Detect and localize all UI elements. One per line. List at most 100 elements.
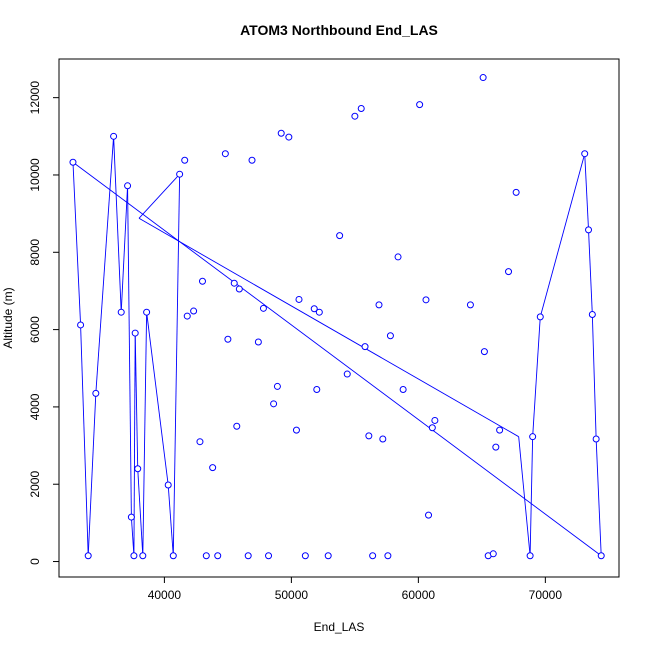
data-point xyxy=(357,104,365,112)
series-line-segment xyxy=(87,393,97,556)
series-line-segment xyxy=(584,153,589,230)
data-point xyxy=(202,552,210,560)
data-point xyxy=(277,129,285,137)
data-point xyxy=(214,552,222,560)
data-point xyxy=(77,321,85,329)
data-point xyxy=(384,552,392,560)
data-point xyxy=(310,305,318,313)
series-line-segment xyxy=(95,136,115,394)
data-point xyxy=(399,386,407,394)
data-point xyxy=(592,435,600,443)
data-point xyxy=(198,277,206,285)
data-point xyxy=(181,156,189,164)
series-line-segment xyxy=(532,316,541,437)
series-line-segment xyxy=(529,436,534,556)
x-tick-label: 40000 xyxy=(148,588,182,602)
series-line-segment xyxy=(172,174,181,556)
y-axis-label: Altitude (m) xyxy=(1,287,15,348)
series-line-segment xyxy=(127,185,132,518)
y-tick-label: 10000 xyxy=(28,158,42,192)
series-line-segment xyxy=(133,333,136,556)
series-line-segment xyxy=(80,324,89,556)
data-point xyxy=(343,370,351,378)
series-line-segment xyxy=(591,314,597,440)
data-point xyxy=(190,307,198,315)
data-point xyxy=(124,182,132,190)
data-point xyxy=(315,308,323,316)
data-point xyxy=(588,311,596,319)
y-tick-label: 4000 xyxy=(28,393,42,420)
data-point xyxy=(270,400,278,408)
data-point xyxy=(428,424,436,432)
series-line-segment xyxy=(595,438,602,556)
data-point xyxy=(585,226,593,234)
data-point xyxy=(127,513,135,521)
data-point xyxy=(526,552,534,560)
series-line-segment xyxy=(113,136,122,313)
data-point xyxy=(117,308,125,316)
plot-frame xyxy=(58,58,620,578)
chart-title: ATOM3 Northbound End_LAS xyxy=(240,22,438,38)
data-point xyxy=(183,312,191,320)
data-point xyxy=(292,426,300,434)
data-point xyxy=(512,188,520,196)
data-point xyxy=(529,433,537,441)
data-point xyxy=(259,304,267,312)
series-line-segment xyxy=(138,217,519,438)
data-point xyxy=(336,232,344,240)
data-point xyxy=(244,552,252,560)
data-point xyxy=(235,285,243,293)
data-point xyxy=(479,74,487,82)
data-point xyxy=(313,386,321,394)
data-point xyxy=(505,268,513,276)
data-point xyxy=(422,296,430,304)
data-point xyxy=(254,338,262,346)
data-point xyxy=(230,279,238,287)
data-point xyxy=(301,552,309,560)
data-point xyxy=(134,465,142,473)
data-point xyxy=(425,511,433,519)
x-tick-label: 50000 xyxy=(275,588,309,602)
data-point xyxy=(84,552,92,560)
data-point xyxy=(489,550,497,558)
series-line-segment xyxy=(137,468,144,556)
data-point xyxy=(369,552,377,560)
data-point xyxy=(169,552,177,560)
x-axis-label: End_LAS xyxy=(314,620,365,634)
data-point xyxy=(273,382,281,390)
data-point xyxy=(480,348,488,356)
y-tick-label: 2000 xyxy=(28,471,42,498)
data-point xyxy=(386,332,394,340)
data-point xyxy=(361,343,369,351)
data-point xyxy=(265,552,273,560)
data-point xyxy=(466,301,474,309)
data-point xyxy=(130,552,138,560)
data-point xyxy=(196,438,204,446)
series-line-segment xyxy=(142,312,148,556)
data-point xyxy=(536,313,544,321)
data-point xyxy=(233,422,241,430)
series-line-segment xyxy=(588,229,593,315)
data-point xyxy=(221,150,229,158)
series-line-segment xyxy=(72,161,602,557)
x-tick-label: 60000 xyxy=(402,588,436,602)
data-point xyxy=(496,426,504,434)
data-point xyxy=(379,435,387,443)
data-point xyxy=(416,101,424,109)
y-tick-label: 6000 xyxy=(28,316,42,343)
data-point xyxy=(324,552,332,560)
series-line-segment xyxy=(120,185,129,313)
series-line-segment xyxy=(539,153,586,317)
data-point xyxy=(176,170,184,178)
data-point xyxy=(365,432,373,440)
data-point xyxy=(143,308,151,316)
y-tick-label: 0 xyxy=(28,558,42,565)
x-axis: 40000 50000 60000 70000 xyxy=(148,576,563,602)
series-line-segment xyxy=(138,173,180,219)
series-line-segment xyxy=(72,162,82,325)
series-line-segment xyxy=(130,517,135,556)
series-line-segment xyxy=(518,436,531,556)
x-tick-label: 70000 xyxy=(529,588,563,602)
data-point xyxy=(248,156,256,164)
